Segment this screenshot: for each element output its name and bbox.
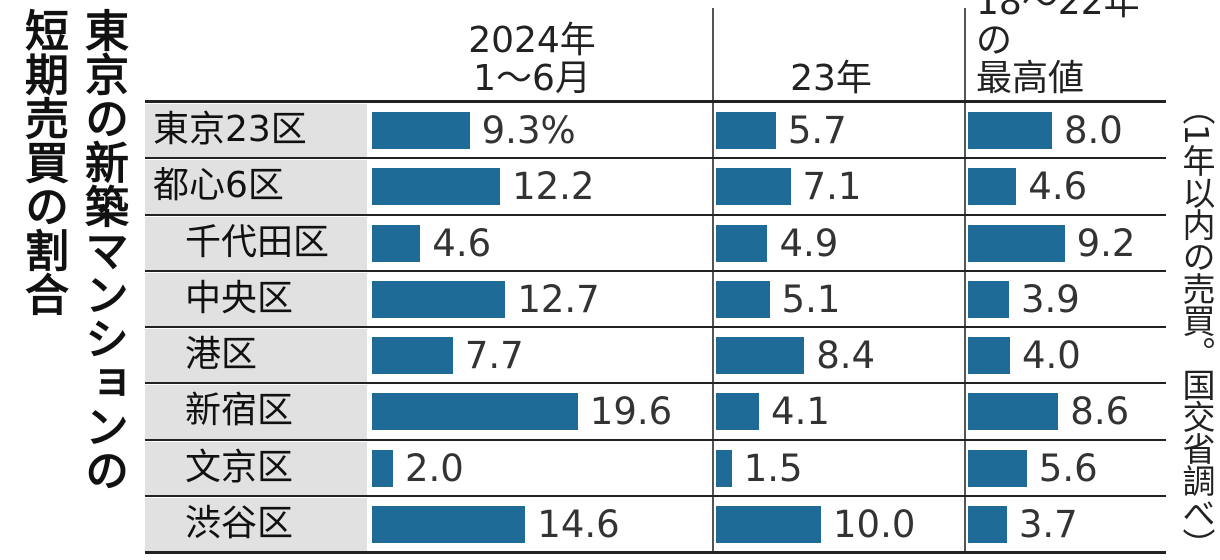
category-label: 港区 — [145, 329, 367, 383]
value-label: 7.1 — [802, 165, 862, 209]
rule — [145, 157, 1166, 160]
value-label: 12.7 — [517, 277, 600, 321]
bar — [968, 393, 1059, 431]
chart-title: 東京の新築マンションの 短期売買の割合 — [17, 8, 128, 492]
rule — [145, 100, 1166, 103]
bar — [716, 168, 791, 206]
bar — [968, 168, 1017, 206]
value-label: 8.0 — [1064, 109, 1123, 152]
value-label: 9.2 — [1076, 221, 1136, 265]
bar — [372, 280, 506, 318]
rule — [145, 326, 1166, 328]
value-label: 19.6 — [589, 390, 673, 434]
separator — [964, 8, 966, 552]
rule — [145, 213, 1166, 216]
rule — [145, 438, 1166, 441]
value-label: 5.1 — [781, 277, 841, 321]
bar — [968, 449, 1027, 487]
bar — [716, 393, 760, 431]
value-label: 3.7 — [1018, 502, 1078, 546]
rule — [145, 494, 1166, 497]
bar — [372, 337, 453, 374]
bar — [716, 505, 821, 543]
value-label: 4.9 — [779, 221, 839, 265]
column-header: 18〜22年の 最高値 — [976, 0, 1140, 99]
value-label: 10.0 — [833, 502, 916, 546]
bar — [372, 505, 526, 543]
bar — [372, 168, 501, 206]
value-label: 4.6 — [432, 221, 492, 265]
note: （1年以内の売買。国交省調べ） — [1177, 92, 1216, 560]
category-label: 都心6区 — [145, 160, 367, 214]
value-label: 1.5 — [743, 446, 803, 490]
rule — [145, 382, 1166, 385]
category-label: 中央区 — [145, 272, 367, 326]
bar — [372, 393, 578, 431]
value-label: 5.6 — [1038, 446, 1098, 490]
rule — [145, 551, 1166, 554]
category-label: 渋谷区 — [145, 497, 367, 551]
value-label: 3.9 — [1020, 277, 1080, 321]
rule — [145, 269, 1166, 272]
value-label: 8.4 — [816, 334, 876, 377]
value-label: 8.6 — [1070, 390, 1130, 434]
value-label: 5.7 — [787, 109, 847, 152]
bar — [716, 112, 776, 149]
bar — [372, 224, 421, 262]
bar — [716, 449, 732, 487]
value-label: 4.0 — [1022, 334, 1081, 377]
bar — [968, 337, 1010, 374]
category-label: 新宿区 — [145, 385, 367, 439]
category-label: 東京23区 — [145, 104, 367, 158]
column-header: 2024年 1〜6月 — [468, 20, 596, 99]
bar — [968, 280, 1009, 318]
value-label: 4.1 — [771, 390, 830, 434]
value-label: 9.3% — [481, 109, 576, 152]
bar — [968, 112, 1052, 149]
bar — [968, 224, 1065, 262]
value-label: 2.0 — [405, 446, 464, 490]
bar — [716, 224, 768, 262]
bar — [968, 505, 1007, 543]
bar — [716, 337, 805, 374]
column-header: 23年 — [790, 58, 872, 99]
value-label: 7.7 — [464, 334, 524, 377]
bar — [716, 280, 770, 318]
value-label: 4.6 — [1028, 165, 1088, 209]
category-label: 千代田区 — [145, 216, 367, 270]
bar — [372, 112, 470, 149]
value-label: 12.2 — [512, 165, 595, 209]
value-label: 14.6 — [537, 502, 620, 546]
bar — [372, 449, 393, 487]
category-label: 文京区 — [145, 441, 367, 495]
separator — [712, 8, 714, 552]
